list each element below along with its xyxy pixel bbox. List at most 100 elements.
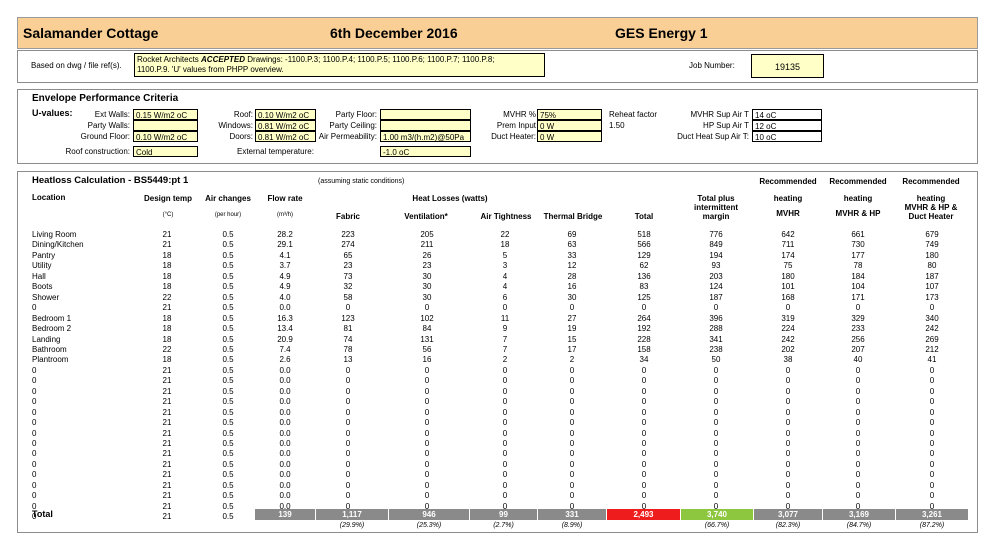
cell-flow-rate: 0.0 [279, 387, 291, 396]
cell-total-plus: 341 [709, 335, 723, 344]
air-permeability-field[interactable]: 1.00 m3/(h.m2)@50Pa [380, 131, 471, 142]
cell-flow-rate: 0.0 [279, 502, 291, 511]
cell-total: 158 [637, 345, 651, 354]
cell-thermal-bridge: 0 [569, 418, 575, 427]
cell-design-temp: 18 [162, 314, 172, 323]
cell-total: 125 [637, 293, 651, 302]
cell-total-plus: 0 [713, 429, 719, 438]
cell-air-changes: 0.5 [222, 502, 234, 511]
external-temperature-label: External temperature: [237, 147, 314, 156]
job-number-field[interactable]: 19135 [751, 54, 824, 78]
cell-total: 0 [641, 376, 647, 385]
cell-air-tightness: 9 [502, 324, 508, 333]
party-walls-field[interactable] [133, 120, 198, 131]
total-header: Total [634, 212, 654, 221]
cell-flow-rate: 4.9 [279, 282, 291, 291]
cell-location: Living Room [32, 230, 77, 239]
total-mvhr-hp-duct: 3,261 [896, 509, 968, 520]
cell-mvhr-hp-duct: 0 [929, 439, 935, 448]
cell-location: 0 [32, 366, 37, 375]
external-temperature-field[interactable]: -1.0 oC [380, 146, 471, 157]
prem-input-field[interactable]: 0 W [537, 120, 602, 131]
cell-air-changes: 0.5 [222, 345, 234, 354]
cell-fabric: 0 [345, 491, 351, 500]
cell-ventilation: 30 [422, 282, 432, 291]
cell-ventilation: 0 [424, 366, 430, 375]
pct-total-plus: (66.7%) [704, 522, 730, 529]
hp-sup-air-field[interactable]: 12 oC [752, 120, 822, 131]
cell-total-plus: 0 [713, 376, 719, 385]
cell-design-temp: 18 [162, 251, 172, 260]
cell-design-temp: 21 [162, 491, 172, 500]
total-label: Total [32, 509, 53, 519]
cell-thermal-bridge: 12 [567, 261, 577, 270]
mvhr-field[interactable]: 75% [537, 109, 602, 120]
duct-sup-air-field[interactable]: 10 oC [752, 131, 822, 142]
cell-thermal-bridge: 16 [567, 282, 577, 291]
cell-total: 0 [641, 439, 647, 448]
party-walls-label: Party Walls: [87, 121, 130, 130]
cell-air-tightness: 0 [502, 429, 508, 438]
cell-thermal-bridge: 0 [569, 439, 575, 448]
cell-thermal-bridge: 30 [567, 293, 577, 302]
cell-ventilation: 0 [424, 418, 430, 427]
ext-walls-field[interactable]: 0.15 W/m2 oC [133, 109, 198, 120]
cell-mvhr-hp-duct: 173 [925, 293, 939, 302]
cell-total-plus: 93 [711, 261, 721, 270]
cell-thermal-bridge: 0 [569, 429, 575, 438]
roof-field[interactable]: 0.10 W/m2 oC [255, 109, 316, 120]
cell-ventilation: 131 [420, 335, 434, 344]
cell-design-temp: 22 [162, 345, 172, 354]
party-floor-field[interactable] [380, 109, 471, 120]
cell-air-tightness: 7 [502, 335, 508, 344]
cell-air-changes: 0.5 [222, 230, 234, 239]
envelope-panel [17, 89, 978, 164]
cell-mvhr-hp-duct: 242 [925, 324, 939, 333]
cell-total-plus: 0 [713, 418, 719, 427]
cell-location: Landing [32, 335, 61, 344]
project-title: Salamander Cottage [23, 25, 159, 41]
cell-fabric: 0 [345, 303, 351, 312]
cell-flow-rate: 0.0 [279, 429, 291, 438]
cell-design-temp: 21 [162, 429, 172, 438]
cell-mvhr-hp-duct: 0 [929, 366, 935, 375]
flow-rate-header: Flow rate [267, 194, 303, 203]
total-mvhr-hp: 3,169 [823, 509, 895, 520]
party-ceiling-field[interactable] [380, 120, 471, 131]
cell-mvhr-hp: 207 [851, 345, 865, 354]
cell-ventilation: 211 [420, 240, 434, 249]
cell-fabric: 81 [343, 324, 353, 333]
info-panel [17, 50, 978, 83]
cell-flow-rate: 7.4 [279, 345, 291, 354]
cell-design-temp: 21 [162, 460, 172, 469]
doors-field[interactable]: 0.81 W/m2 oC [255, 131, 316, 142]
cell-mvhr: 0 [785, 460, 791, 469]
cell-air-changes: 0.5 [222, 418, 234, 427]
roof-construction-field[interactable]: Cold [133, 146, 198, 157]
based-on-field[interactable]: Rocket Architects ACCEPTED Drawings: -11… [134, 53, 545, 77]
pct-mvhr-hp: (84.7%) [846, 522, 872, 529]
cell-location: Bathroom [32, 345, 67, 354]
cell-total: 0 [641, 449, 647, 458]
cell-air-changes: 0.5 [222, 272, 234, 281]
pct-thermal-bridge: (8.9%) [561, 522, 583, 529]
recommended-header-2: Recommended [829, 177, 887, 186]
based-on-text-b: ACCEPTED [201, 55, 246, 64]
cell-ventilation: 102 [420, 314, 434, 323]
duct-heater-field[interactable]: 0 W [537, 131, 602, 142]
cell-fabric: 0 [345, 387, 351, 396]
windows-field[interactable]: 0.81 W/m2 oC [255, 120, 316, 131]
cell-mvhr-hp-duct: 80 [927, 261, 937, 270]
cell-mvhr-hp: 0 [855, 481, 861, 490]
cell-design-temp: 21 [162, 502, 172, 511]
ground-floor-field[interactable]: 0.10 W/m2 oC [133, 131, 198, 142]
cell-ventilation: 0 [424, 429, 430, 438]
cell-total-plus: 0 [713, 470, 719, 479]
reheat-factor-value: 1.50 [609, 121, 625, 130]
cell-air-tightness: 0 [502, 408, 508, 417]
cell-design-temp: 18 [162, 272, 172, 281]
cell-mvhr-hp: 0 [855, 429, 861, 438]
flow-rate-unit: (m³/h) [277, 212, 293, 218]
mvhr-sup-air-field[interactable]: 14 oC [752, 109, 822, 120]
cell-flow-rate: 28.2 [277, 230, 293, 239]
